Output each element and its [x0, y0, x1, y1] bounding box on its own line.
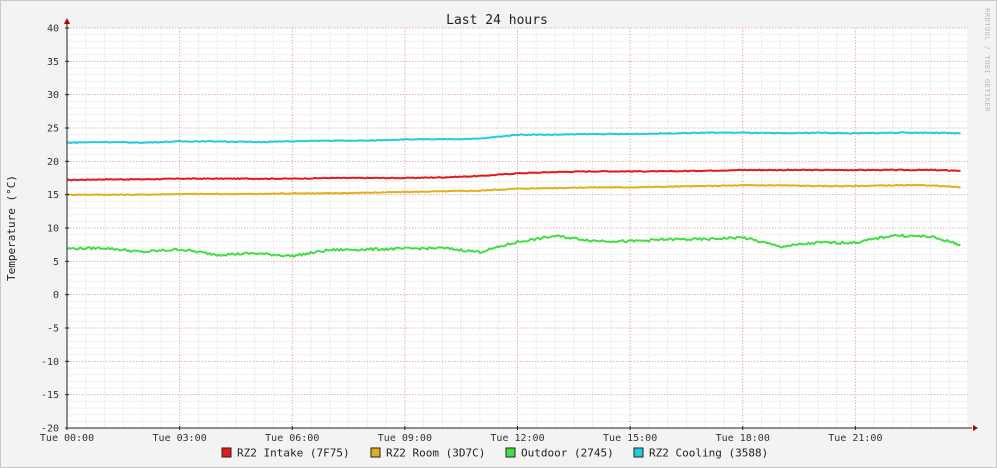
y-axis-label: Temperature (°C) — [5, 175, 18, 281]
series-line — [66, 131, 961, 145]
y-tick-label: 0 — [53, 290, 59, 301]
legend: RZ2 Intake (7F75) RZ2 Room (3D7C) Outdoor … — [221, 447, 768, 460]
legend-label: RZ2 Cooling (3588) — [649, 447, 768, 460]
watermark: RRDTOOL / TOBI OETIKER — [983, 8, 991, 112]
x-tick-label: Tue 09:00 — [378, 433, 432, 444]
y-axis-arrow — [64, 18, 70, 24]
legend-swatch — [221, 447, 232, 458]
y-tick-label: 20 — [47, 157, 59, 168]
y-tick-label: 15 — [47, 190, 59, 201]
y-tick-label: -5 — [47, 324, 59, 335]
y-tick-label: 40 — [47, 24, 59, 35]
y-tick-label: 35 — [47, 57, 59, 68]
series-line — [66, 183, 961, 197]
x-tick-labels: Tue 00:00 Tue 03:00 Tue 06:00 Tue 09:00 Tue … — [40, 433, 883, 444]
y-tick-label: 25 — [47, 124, 59, 135]
series-lines — [66, 131, 961, 259]
y-tick-label: 5 — [53, 257, 59, 268]
y-tick-label: 10 — [47, 224, 59, 235]
legend-label: Outdoor (2745) — [521, 447, 614, 460]
x-tick-label: Tue 06:00 — [265, 433, 319, 444]
x-tick-label: Tue 21:00 — [828, 433, 882, 444]
axes — [64, 18, 978, 431]
x-tick-label: Tue 00:00 — [40, 433, 94, 444]
series-line — [66, 168, 961, 182]
major-grid — [66, 27, 968, 429]
x-tick-label: Tue 18:00 — [716, 433, 770, 444]
x-tick-label: Tue 03:00 — [153, 433, 207, 444]
legend-label: RZ2 Intake (7F75) — [237, 447, 350, 460]
y-tick-label: 30 — [47, 90, 59, 101]
y-tick-labels: 40 35 30 25 20 15 10 5 0 -5 -10 -15 -20 — [41, 24, 59, 435]
y-tick-label: -10 — [41, 357, 59, 368]
x-tick-label: Tue 12:00 — [490, 433, 544, 444]
y-tick-label: -15 — [41, 390, 59, 401]
legend-swatch — [633, 447, 644, 458]
x-axis-arrow — [973, 425, 978, 431]
y-tick-label: -20 — [41, 424, 59, 435]
legend-swatch — [370, 447, 381, 458]
chart-title: Last 24 hours — [446, 13, 548, 28]
series-line — [66, 233, 961, 259]
legend-swatch — [505, 447, 516, 458]
legend-label: RZ2 Room (3D7C) — [386, 447, 485, 460]
x-tick-label: Tue 15:00 — [603, 433, 657, 444]
